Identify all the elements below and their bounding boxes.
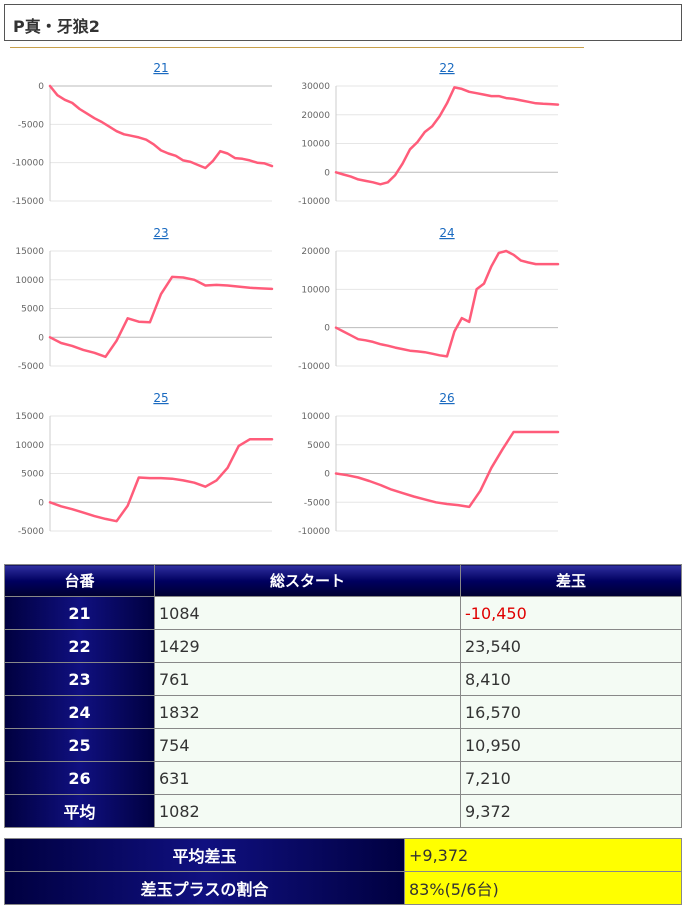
total-start: 761 — [154, 662, 461, 696]
series-line — [48, 84, 274, 170]
chart-21: 21 0 -5000 -10000 -15000 — [12, 58, 284, 223]
avg-diff-value: +9,372 — [404, 838, 682, 872]
chart-svg: 26 10000 5000 0 -5000 -10000 — [298, 391, 560, 537]
diff-value: 23,540 — [460, 629, 682, 663]
chart-22: 22 30000 20000 10000 0 -10000 — [298, 58, 570, 223]
chart-svg: 23 15000 10000 5000 0 -5000 — [15, 226, 274, 372]
y-tick-label: -5000 — [18, 527, 44, 537]
y-tick-label: 0 — [38, 498, 44, 508]
y-tick-label: 10000 — [15, 276, 44, 286]
col-header-diff: 差玉 — [460, 564, 682, 597]
chart-24: 24 20000 10000 0 -10000 — [298, 223, 570, 388]
chart-svg: 25 15000 10000 5000 0 -5000 — [15, 391, 274, 537]
diff-value: -10,450 — [460, 596, 682, 630]
y-tick-label: 5000 — [21, 470, 44, 480]
series-line — [48, 275, 274, 359]
y-tick-label: 20000 — [301, 247, 330, 257]
table-row: 26 631 7,210 — [4, 761, 682, 795]
plus-ratio-label: 差玉プラスの割合 — [4, 871, 405, 905]
machine-number: 25 — [4, 728, 155, 762]
y-tick-label: 10000 — [301, 285, 330, 295]
y-tick-label: -5000 — [18, 362, 44, 372]
page-title: P真・牙狼2 — [4, 4, 682, 41]
y-tick-label: 5000 — [21, 305, 44, 315]
table-row: 24 1832 16,570 — [4, 695, 682, 729]
table-row: 21 1084 -10,450 — [4, 596, 682, 630]
chart-svg: 24 20000 10000 0 -10000 — [298, 226, 560, 372]
col-header-start: 総スタート — [154, 564, 461, 597]
machine-number: 24 — [4, 695, 155, 729]
table-row: 23 761 8,410 — [4, 662, 682, 696]
average-label: 平均 — [4, 794, 155, 828]
chart-svg: 22 30000 20000 10000 0 -10000 — [298, 61, 560, 207]
col-header-machine: 台番 — [4, 564, 155, 597]
y-tick-label: 15000 — [15, 412, 44, 422]
machine-number: 26 — [4, 761, 155, 795]
diff-value: 8,410 — [460, 662, 682, 696]
table-row: 22 1429 23,540 — [4, 629, 682, 663]
diff-value: 10,950 — [460, 728, 682, 762]
total-start: 631 — [154, 761, 461, 795]
y-tick-label: -5000 — [304, 498, 330, 508]
y-tick-label: 0 — [38, 82, 44, 92]
table-row: 25 754 10,950 — [4, 728, 682, 762]
y-tick-label: 10000 — [15, 441, 44, 451]
chart-title-link[interactable]: 24 — [439, 226, 454, 240]
average-start: 1082 — [154, 794, 461, 828]
chart-23: 23 15000 10000 5000 0 -5000 — [14, 223, 284, 388]
y-tick-label: 0 — [324, 324, 330, 334]
plus-ratio-value: 83%(5/6台) — [404, 871, 682, 905]
chart-title-link[interactable]: 22 — [439, 61, 454, 75]
diff-value: 7,210 — [460, 761, 682, 795]
series-line — [334, 430, 560, 509]
machine-number: 22 — [4, 629, 155, 663]
average-diff: 9,372 — [460, 794, 682, 828]
chart-title-link[interactable]: 26 — [439, 391, 454, 405]
summary-row: 平均差玉 +9,372 — [4, 838, 682, 872]
y-tick-label: 0 — [324, 470, 330, 480]
chart-svg: 21 0 -5000 -10000 -15000 — [12, 61, 274, 207]
machine-number: 23 — [4, 662, 155, 696]
total-start: 754 — [154, 728, 461, 762]
chart-title-link[interactable]: 25 — [153, 391, 168, 405]
y-tick-label: -10000 — [12, 159, 44, 169]
y-tick-label: -15000 — [12, 197, 44, 207]
chart-title-link[interactable]: 21 — [153, 61, 168, 75]
machine-number: 21 — [4, 596, 155, 630]
y-tick-label: 10000 — [301, 140, 330, 150]
chart-26: 26 10000 5000 0 -5000 -10000 — [298, 388, 570, 553]
series-line — [334, 86, 560, 186]
y-tick-label: 10000 — [301, 412, 330, 422]
y-tick-label: 15000 — [15, 247, 44, 257]
chart-title-link[interactable]: 23 — [153, 226, 168, 240]
y-tick-label: 0 — [38, 333, 44, 343]
diff-value: 16,570 — [460, 695, 682, 729]
title-divider — [10, 47, 584, 48]
y-tick-label: -5000 — [18, 120, 44, 130]
y-tick-label: 30000 — [301, 82, 330, 92]
y-tick-label: 20000 — [301, 111, 330, 121]
total-start: 1832 — [154, 695, 461, 729]
y-tick-label: -10000 — [298, 197, 330, 207]
y-tick-label: 5000 — [307, 441, 330, 451]
machine-table: 台番 総スタート 差玉 21 1084 -10,450 22 1429 23,5… — [4, 564, 682, 828]
total-start: 1429 — [154, 629, 461, 663]
total-start: 1084 — [154, 596, 461, 630]
y-tick-label: 0 — [324, 168, 330, 178]
chart-25: 25 15000 10000 5000 0 -5000 — [14, 388, 284, 553]
avg-diff-label: 平均差玉 — [4, 838, 405, 872]
table-row-average: 平均 1082 9,372 — [4, 794, 682, 828]
y-tick-label: -10000 — [298, 527, 330, 537]
series-line — [334, 249, 560, 358]
summary-row: 差玉プラスの割合 83%(5/6台) — [4, 871, 682, 905]
y-tick-label: -10000 — [298, 362, 330, 372]
summary-table: 平均差玉 +9,372 差玉プラスの割合 83%(5/6台) — [4, 838, 682, 905]
series-line — [48, 438, 274, 523]
